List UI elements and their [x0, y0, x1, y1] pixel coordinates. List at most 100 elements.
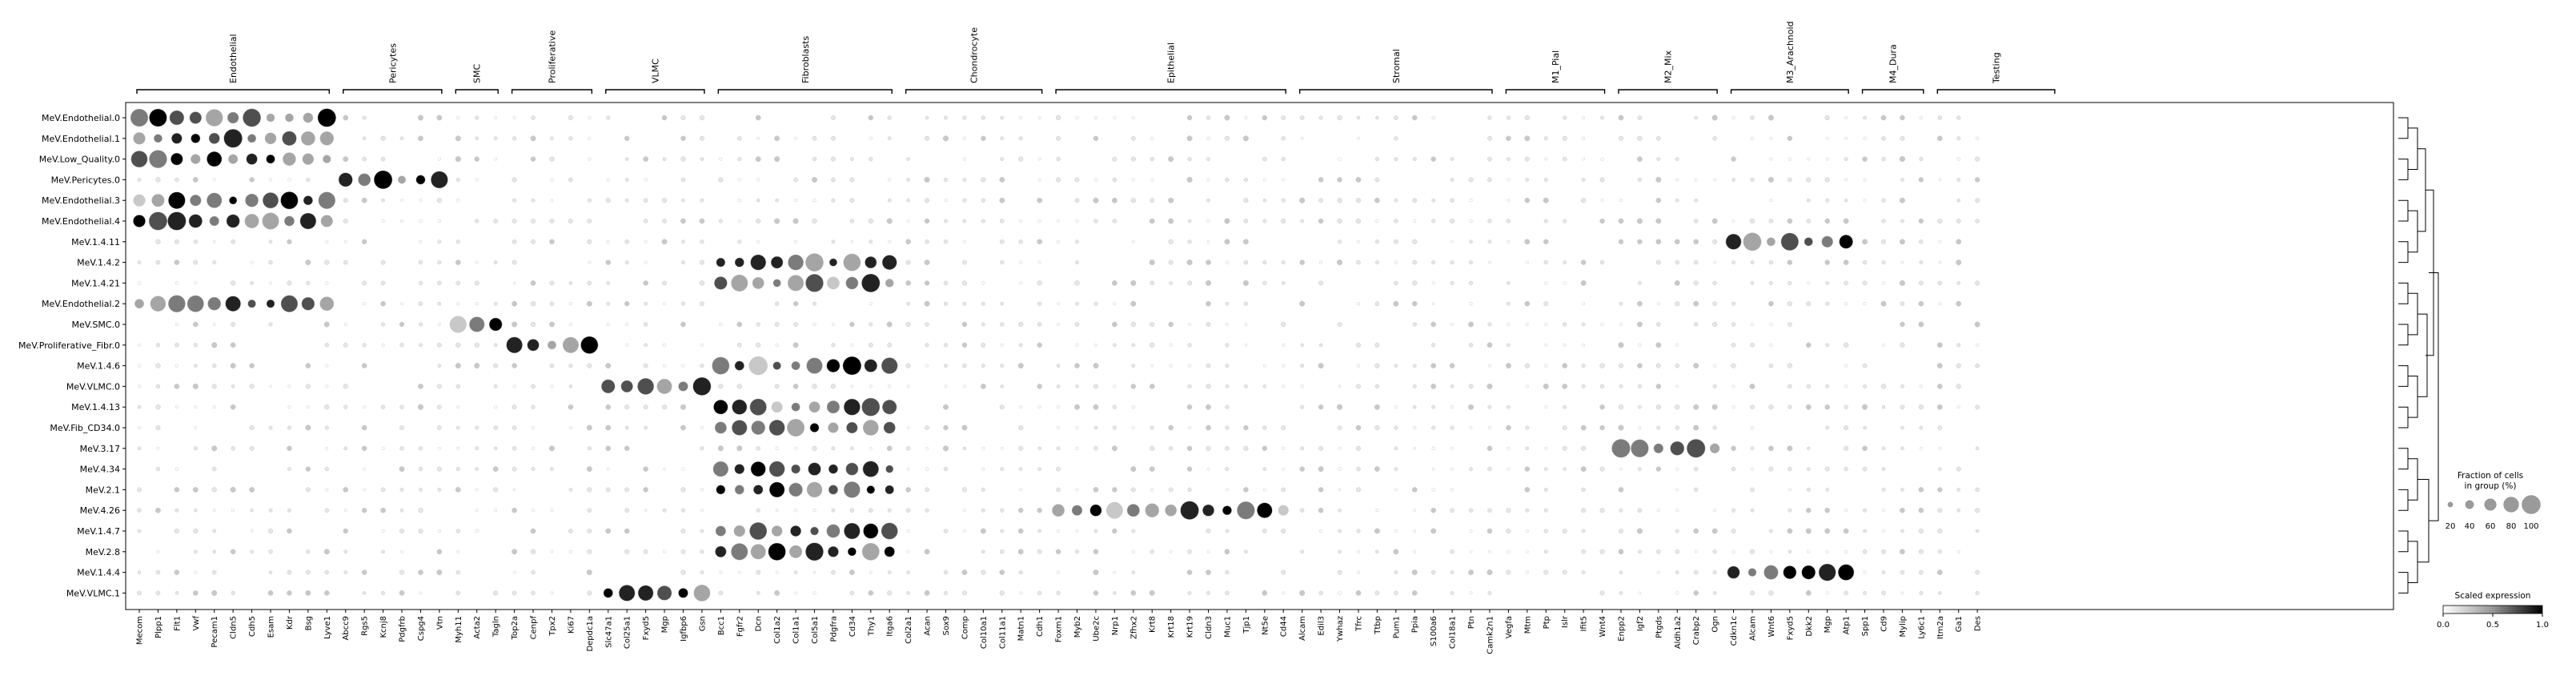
dot: [1355, 218, 1362, 224]
dot: [1338, 239, 1342, 244]
dot: [475, 115, 479, 120]
dot: [193, 260, 199, 265]
dot: [624, 301, 630, 307]
dot: [568, 322, 572, 327]
dot: [751, 420, 765, 435]
dot: [1262, 364, 1266, 368]
dot: [1712, 280, 1717, 286]
dot: [1562, 156, 1567, 162]
dot: [775, 570, 779, 574]
dot: [1599, 590, 1605, 596]
dot: [568, 218, 573, 224]
dot: [1655, 176, 1662, 183]
column-label: Sox9: [942, 616, 951, 635]
dot: [548, 340, 556, 350]
column-label: Edil3: [1318, 616, 1326, 636]
dot: [1675, 467, 1679, 471]
dot: [380, 260, 386, 265]
dot: [869, 322, 873, 327]
dot: [1000, 322, 1005, 327]
dot: [881, 522, 898, 540]
dot: [299, 212, 317, 230]
dot: [1899, 280, 1905, 286]
dot: [849, 321, 855, 328]
dot: [1487, 383, 1493, 389]
dot: [1750, 404, 1755, 409]
dot: [1262, 156, 1267, 162]
dot: [1543, 569, 1549, 575]
dot: [1937, 549, 1942, 554]
dot: [1563, 281, 1567, 285]
dot: [1150, 198, 1155, 203]
dot: [531, 467, 536, 472]
dot: [1130, 487, 1136, 493]
dot: [212, 260, 217, 265]
dot: [1769, 199, 1773, 203]
dot: [1430, 384, 1436, 389]
dot: [999, 197, 1005, 203]
dot: [1974, 321, 1980, 328]
dot: [1638, 426, 1642, 429]
dot: [845, 276, 859, 290]
dot: [1206, 529, 1211, 533]
dot: [1356, 384, 1361, 389]
dot: [343, 509, 347, 513]
dot: [362, 239, 367, 244]
dot: [1767, 115, 1774, 121]
dot: [437, 280, 442, 286]
dot: [1599, 549, 1605, 554]
dot: [1881, 467, 1886, 471]
dot: [586, 466, 592, 473]
dot: [1694, 219, 1699, 223]
dot: [1093, 569, 1099, 576]
dot: [1899, 156, 1905, 163]
dot: [850, 240, 854, 243]
dot: [906, 591, 910, 595]
dot: [1075, 446, 1079, 450]
dot: [1000, 508, 1005, 513]
column-label: Ptgds: [1655, 616, 1663, 638]
dot: [1956, 300, 1962, 307]
group-label-3: Proliferative: [547, 30, 557, 83]
dot: [756, 569, 761, 575]
dot: [1356, 364, 1360, 368]
dot: [1844, 178, 1848, 182]
dot: [455, 156, 461, 163]
dot: [1168, 425, 1174, 431]
dot: [230, 363, 236, 369]
dot: [1282, 446, 1286, 450]
dot: [1693, 260, 1699, 265]
dot: [1318, 343, 1323, 347]
dot: [1619, 591, 1623, 595]
group-label-4: VLMC: [650, 58, 660, 83]
dot: [791, 464, 800, 474]
dot: [1768, 445, 1774, 452]
dot: [361, 445, 367, 451]
column-label: Itm2a: [1936, 616, 1945, 639]
column-label: Pdgfrb: [399, 616, 407, 642]
dot: [1788, 280, 1792, 286]
column-label: Cdh5: [248, 616, 257, 637]
dot: [1675, 157, 1679, 161]
dot: [249, 363, 255, 368]
dot: [768, 481, 785, 498]
dot: [680, 321, 686, 328]
dot: [207, 151, 223, 167]
dot: [787, 418, 805, 437]
dot: [1581, 322, 1586, 327]
group-bracket-0: [136, 89, 330, 94]
dot: [306, 405, 310, 409]
dot: [906, 467, 910, 471]
dot: [1766, 237, 1776, 247]
dot: [1430, 321, 1436, 328]
dot: [1299, 115, 1305, 120]
dot: [475, 178, 479, 182]
dot: [1131, 529, 1136, 533]
dot: [1711, 115, 1718, 121]
dot: [1694, 115, 1698, 120]
dot: [550, 509, 554, 513]
column-label: Cd9: [1880, 616, 1888, 632]
dot: [981, 364, 985, 368]
dot: [1807, 446, 1811, 450]
dot: [1206, 425, 1211, 431]
